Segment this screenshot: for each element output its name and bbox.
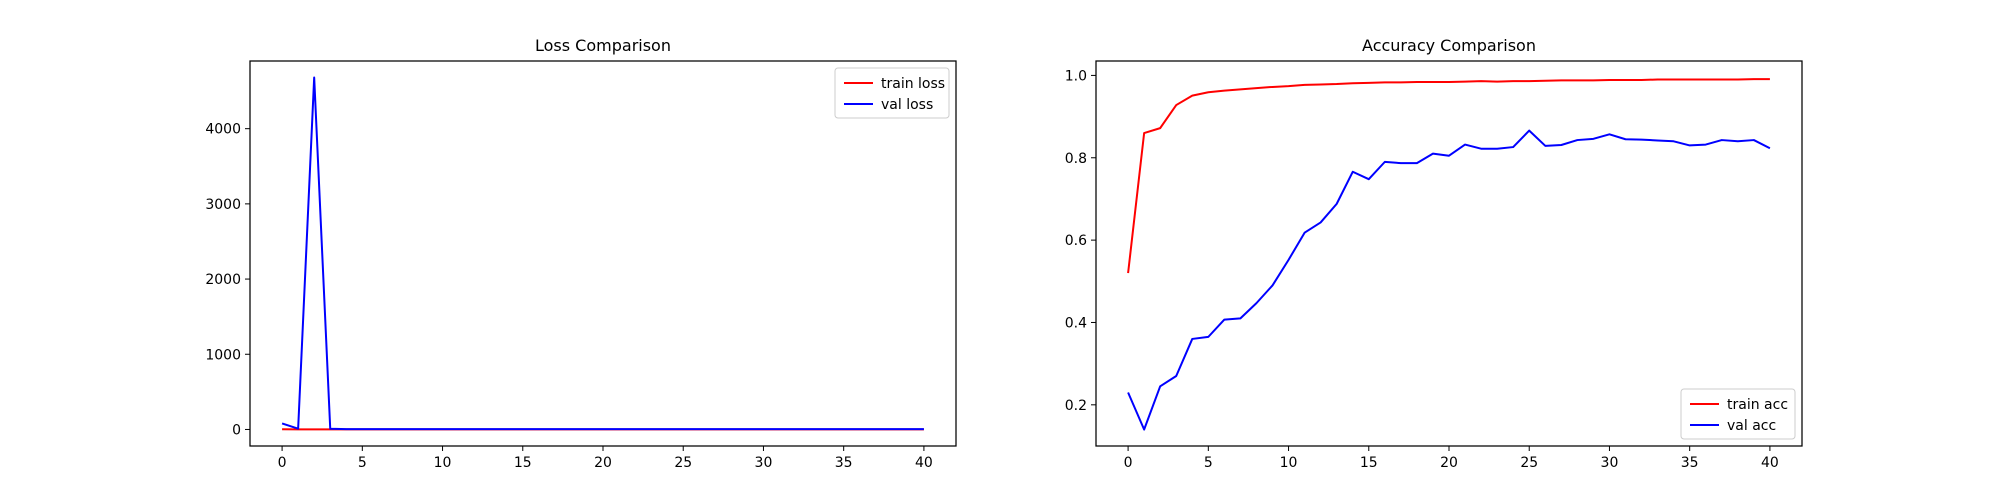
loss-y-tick-label: 2000 xyxy=(205,272,241,288)
loss-y-tick-label: 1000 xyxy=(205,347,241,363)
loss-x-tick-label: 25 xyxy=(674,455,692,471)
loss-x-tick-label: 20 xyxy=(594,455,612,471)
accuracy-x-tick-label: 25 xyxy=(1520,455,1538,471)
loss-chart: Loss Comparison 0 5 10 15 20 25 30 35 40 0 1000 2000… xyxy=(205,36,957,471)
accuracy-y-tick-label: 0.4 xyxy=(1065,315,1087,331)
accuracy-chart-title: Accuracy Comparison xyxy=(1362,36,1536,55)
loss-legend: train loss val loss xyxy=(834,67,950,119)
accuracy-chart: Accuracy Comparison 0 5 10 15 20 25 30 35 40 0.2 0.… xyxy=(1065,36,1803,471)
accuracy-y-tick-label: 1.0 xyxy=(1065,68,1087,84)
loss-axes-frame xyxy=(249,60,957,447)
loss-legend-box xyxy=(834,67,950,119)
loss-y-tick-label: 4000 xyxy=(205,122,241,138)
accuracy-legend-box xyxy=(1680,388,1796,440)
loss-x-tick-label: 15 xyxy=(514,455,532,471)
accuracy-axes-frame xyxy=(1095,60,1803,447)
loss-legend-label-val-loss: val loss xyxy=(881,97,933,113)
loss-x-tick-label: 40 xyxy=(915,455,933,471)
accuracy-x-tick-label: 20 xyxy=(1440,455,1458,471)
accuracy-legend-label-train-acc: train acc xyxy=(1727,397,1788,413)
accuracy-y-tick-label: 0.2 xyxy=(1065,398,1087,414)
loss-x-tick-label: 0 xyxy=(278,455,287,471)
accuracy-y-tick-label: 0.6 xyxy=(1065,233,1087,249)
accuracy-x-tick-label: 0 xyxy=(1124,455,1133,471)
accuracy-legend-label-val-acc: val acc xyxy=(1727,418,1776,434)
loss-x-tick-label: 5 xyxy=(358,455,367,471)
accuracy-y-tick-label: 0.8 xyxy=(1065,151,1087,167)
loss-legend-label-train-loss: train loss xyxy=(881,76,945,92)
loss-chart-title: Loss Comparison xyxy=(535,36,671,55)
accuracy-x-tick-label: 5 xyxy=(1204,455,1213,471)
accuracy-x-tick-label: 15 xyxy=(1360,455,1378,471)
accuracy-series-train-acc xyxy=(1127,78,1770,274)
loss-y-tick-label: 0 xyxy=(232,422,241,438)
loss-x-tick-label: 10 xyxy=(434,455,452,471)
accuracy-x-tick-label: 40 xyxy=(1761,455,1779,471)
accuracy-x-tick-label: 30 xyxy=(1601,455,1619,471)
loss-y-tick-label: 3000 xyxy=(205,197,241,213)
accuracy-legend: train acc val acc xyxy=(1680,388,1796,440)
loss-x-tick-label: 30 xyxy=(755,455,773,471)
loss-x-tick-label: 35 xyxy=(835,455,853,471)
accuracy-series-val-acc xyxy=(1127,129,1771,431)
loss-series-val-loss xyxy=(281,76,924,431)
accuracy-x-tick-label: 35 xyxy=(1681,455,1699,471)
accuracy-x-tick-label: 10 xyxy=(1280,455,1298,471)
